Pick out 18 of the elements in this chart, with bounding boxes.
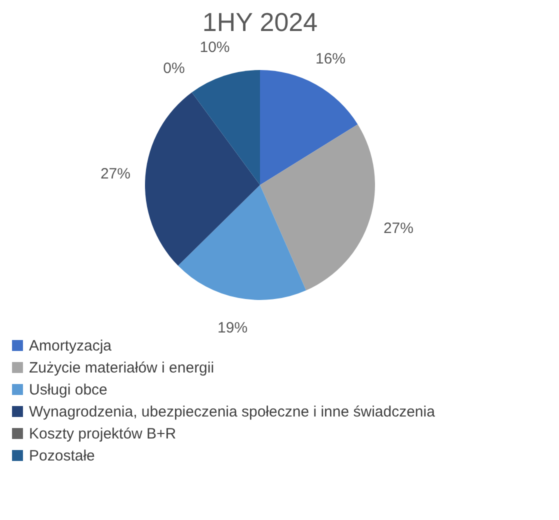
chart-title: 1HY 2024	[202, 7, 318, 38]
pie-slice	[145, 92, 260, 266]
legend-label: Pozostałe	[29, 448, 95, 464]
data-label: 19%	[218, 319, 248, 336]
pie-slice	[178, 185, 306, 300]
pie-slice	[260, 70, 358, 185]
legend-label: Zużycie materiałów i energii	[29, 360, 214, 376]
legend-label: Wynagrodzenia, ubezpieczenia społeczne i inne świadczenia	[29, 404, 436, 420]
text: 0%	[163, 60, 185, 78]
legend-label: Amortyzacja	[29, 338, 112, 354]
data-label: 16%	[315, 50, 346, 68]
data-label: 27%	[383, 220, 414, 238]
pie-slice	[192, 70, 260, 185]
data-label: 27%	[100, 166, 130, 183]
pie-slice	[260, 124, 375, 290]
legend-label: Koszty projektów B+R	[29, 426, 176, 442]
data-label: 10%	[200, 39, 230, 56]
legend-label: Usługi obce	[29, 382, 108, 398]
